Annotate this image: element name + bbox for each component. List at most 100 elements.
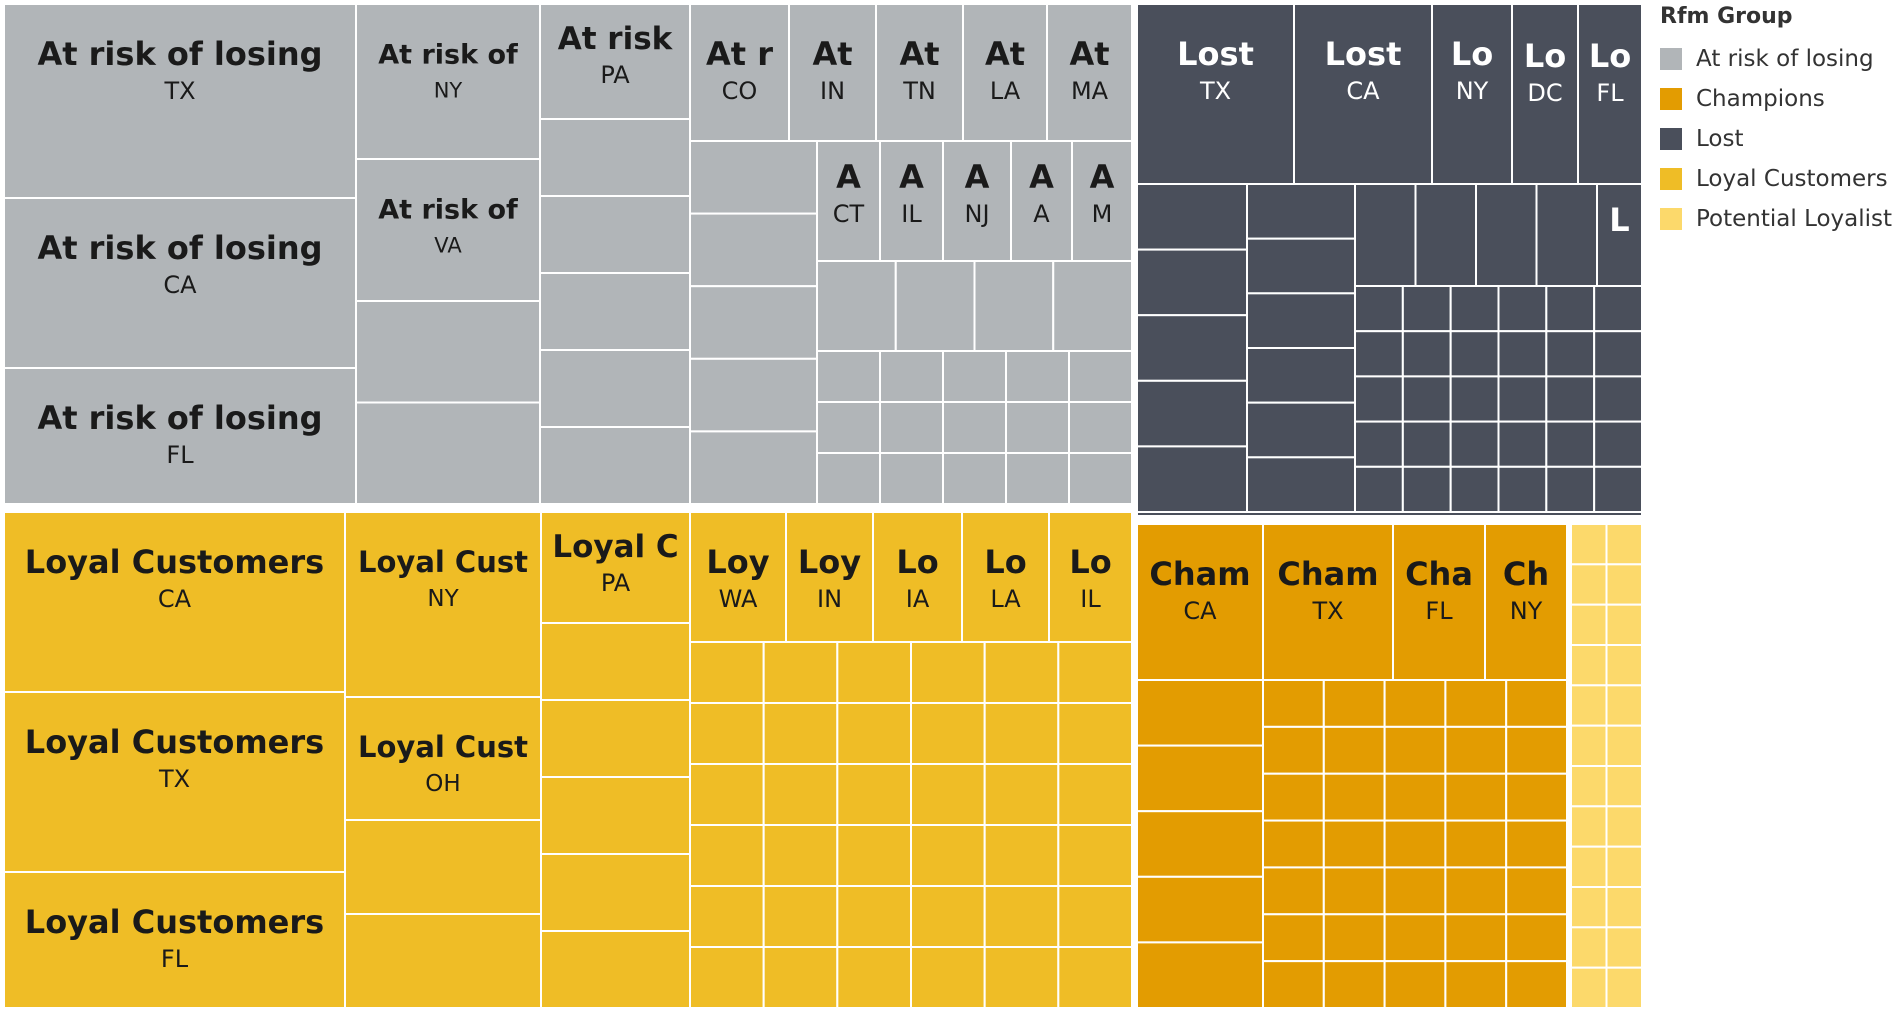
treemap-tile[interactable]: [344, 913, 542, 1009]
treemap-tile[interactable]: [1005, 452, 1070, 505]
treemap-tile[interactable]: [1593, 375, 1643, 423]
treemap-tile[interactable]: [1505, 772, 1568, 822]
treemap-tile[interactable]: [1383, 772, 1447, 822]
treemap-tile[interactable]: [879, 401, 944, 454]
treemap-tile[interactable]: [1322, 913, 1386, 963]
treemap-tile[interactable]: [942, 350, 1007, 403]
treemap-tile[interactable]: [1449, 465, 1500, 513]
treemap-tile[interactable]: [1354, 465, 1404, 513]
treemap-tile[interactable]: [1444, 866, 1508, 916]
treemap-tile[interactable]: [689, 285, 818, 360]
treemap-tile[interactable]: [3, 197, 357, 369]
treemap-tile[interactable]: [1449, 375, 1500, 423]
treemap-tile[interactable]: [1605, 563, 1643, 606]
treemap-tile[interactable]: [836, 824, 912, 887]
treemap-tile[interactable]: [983, 824, 1060, 887]
treemap-tile[interactable]: [879, 140, 944, 262]
treemap-tile[interactable]: [788, 3, 877, 142]
treemap-tile[interactable]: [1246, 456, 1356, 514]
treemap-tile[interactable]: [1570, 845, 1608, 889]
treemap-tile[interactable]: [836, 885, 912, 948]
treemap-tile[interactable]: [910, 885, 986, 948]
treemap-tile[interactable]: [973, 260, 1055, 352]
treemap-tile[interactable]: [1545, 375, 1596, 423]
treemap-tile[interactable]: [879, 350, 944, 403]
treemap-tile[interactable]: [1136, 941, 1264, 1010]
treemap-tile[interactable]: [983, 885, 1060, 948]
treemap-tile[interactable]: [1354, 285, 1404, 333]
treemap-tile[interactable]: [1057, 946, 1134, 1009]
treemap-tile[interactable]: [816, 140, 881, 262]
treemap-tile[interactable]: [836, 702, 912, 765]
treemap-tile[interactable]: [539, 349, 691, 428]
treemap-tile[interactable]: [1322, 679, 1386, 728]
treemap-tile[interactable]: [1136, 875, 1264, 944]
treemap-tile[interactable]: [1136, 314, 1248, 382]
treemap-tile[interactable]: [1605, 603, 1643, 647]
treemap-tile[interactable]: [355, 401, 541, 505]
treemap-tile[interactable]: [1605, 765, 1643, 808]
treemap-tile[interactable]: [879, 452, 944, 505]
treemap-tile[interactable]: [1136, 183, 1248, 251]
treemap-tile[interactable]: [1136, 445, 1248, 513]
treemap-tile[interactable]: [1475, 183, 1538, 287]
treemap-tile[interactable]: [1497, 465, 1548, 513]
treemap-tile[interactable]: [689, 641, 765, 704]
treemap-tile[interactable]: [762, 641, 839, 704]
treemap-tile[interactable]: [1068, 350, 1133, 403]
treemap-tile[interactable]: [689, 763, 765, 826]
treemap-tile[interactable]: [1392, 523, 1486, 681]
treemap-tile[interactable]: [539, 3, 691, 120]
treemap-tile[interactable]: [1444, 913, 1508, 963]
treemap-tile[interactable]: [344, 819, 542, 915]
treemap-tile[interactable]: [3, 511, 346, 693]
treemap-tile[interactable]: [942, 401, 1007, 454]
treemap-tile[interactable]: [816, 452, 881, 505]
treemap-tile[interactable]: [539, 118, 691, 197]
treemap-tile[interactable]: [762, 885, 839, 948]
treemap-tile[interactable]: [1570, 523, 1608, 566]
treemap-tile[interactable]: [539, 195, 691, 274]
treemap-tile[interactable]: [1570, 724, 1608, 768]
treemap-tile[interactable]: [1570, 563, 1608, 606]
treemap-tile[interactable]: [1354, 375, 1404, 423]
treemap-tile[interactable]: [1005, 350, 1070, 403]
treemap-tile[interactable]: [1570, 926, 1608, 969]
treemap-tile[interactable]: [1401, 330, 1452, 378]
treemap-tile[interactable]: [1068, 452, 1133, 505]
treemap-tile[interactable]: [3, 367, 357, 505]
treemap-tile[interactable]: [689, 140, 818, 215]
treemap-tile[interactable]: [1511, 3, 1579, 185]
treemap-tile[interactable]: [1605, 684, 1643, 727]
treemap-tile[interactable]: [1449, 285, 1500, 333]
treemap-tile[interactable]: [983, 702, 1060, 765]
treemap-tile[interactable]: [689, 885, 765, 948]
treemap-tile[interactable]: [1262, 772, 1325, 822]
treemap-tile[interactable]: [961, 511, 1050, 643]
treemap-tile[interactable]: [1136, 3, 1295, 185]
treemap-tile[interactable]: [816, 350, 881, 403]
treemap-tile[interactable]: [1136, 379, 1248, 448]
treemap-tile[interactable]: [1449, 330, 1500, 378]
treemap-tile[interactable]: [1444, 819, 1508, 869]
treemap-tile[interactable]: [1005, 401, 1070, 454]
treemap-tile[interactable]: [540, 930, 691, 1009]
treemap-tile[interactable]: [539, 272, 691, 351]
treemap-tile[interactable]: [1322, 725, 1386, 775]
treemap-tile[interactable]: [1262, 725, 1325, 775]
treemap-tile[interactable]: [962, 3, 1048, 142]
treemap-tile[interactable]: [910, 824, 986, 887]
treemap-tile[interactable]: [1577, 3, 1643, 185]
treemap-tile[interactable]: [1057, 641, 1134, 704]
treemap-tile[interactable]: [1444, 772, 1508, 822]
treemap-tile[interactable]: [1497, 330, 1548, 378]
treemap-tile[interactable]: [1505, 819, 1568, 869]
treemap-tile[interactable]: [942, 140, 1012, 262]
treemap-tile[interactable]: [1262, 819, 1325, 869]
legend-item-lost[interactable]: Lost: [1660, 119, 1896, 159]
treemap-tile[interactable]: [1383, 866, 1447, 916]
treemap-tile[interactable]: [816, 401, 881, 454]
treemap-tile[interactable]: [1497, 285, 1548, 333]
treemap-tile[interactable]: [689, 212, 818, 288]
treemap-tile[interactable]: [689, 430, 818, 505]
